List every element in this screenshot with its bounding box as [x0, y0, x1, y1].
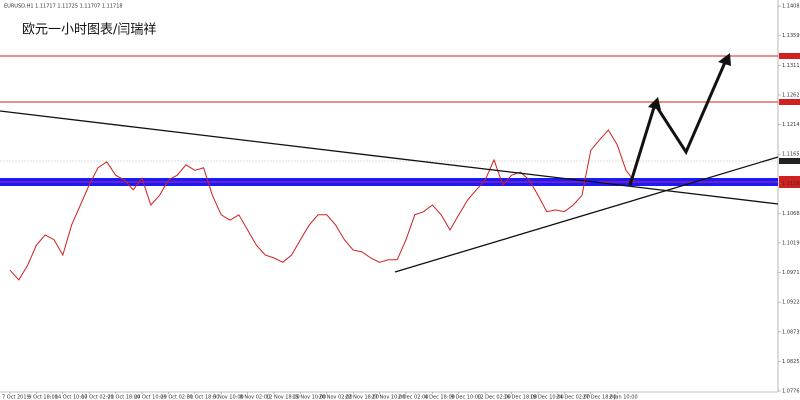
x-tick-label: 15 Nov 10:00: [292, 395, 326, 400]
uptrend-line: [394, 156, 779, 273]
y-tick-label: 1.11655: [782, 152, 800, 158]
price-tag: [779, 158, 800, 164]
y-tick-label: 1.13113: [782, 63, 800, 69]
x-tick-label: 14 Oct 10:00: [55, 395, 88, 400]
y-tick-label: 1.08739: [782, 329, 800, 335]
x-tick-label: 7 Oct 2019: [2, 395, 30, 400]
level-tag: [779, 53, 800, 59]
y-tick-label: 1.11169: [782, 181, 800, 187]
x-tick-label: 29 Oct 02:00: [160, 395, 193, 400]
chart-title: 欧元一小时图表/闫瑞祥: [22, 23, 156, 38]
price-line: [9, 129, 636, 281]
x-tick-label: 5 Nov 10:00: [213, 395, 244, 400]
plot: [9, 129, 636, 281]
y-tick-label: 1.13599: [782, 33, 800, 39]
forecast-arrow: [628, 59, 728, 186]
downtrend-line: [0, 110, 779, 205]
arrow-head: [718, 53, 731, 66]
x-tick-label: 17 Oct 02:00: [81, 395, 114, 400]
y-tick-label: 1.14085: [782, 4, 800, 10]
y-tick-label: 1.12627: [782, 92, 800, 98]
x-tick-label: 22 Nov 18:00: [345, 395, 379, 400]
y-tick-label: 1.08253: [782, 359, 800, 365]
x-tick-label: 19 Dec 10:00: [530, 395, 564, 400]
y-tick-label: 1.10683: [782, 211, 800, 217]
level-tag: [779, 182, 800, 188]
x-tick-label: 24 Dec 02:00: [556, 395, 590, 400]
x-tick-label: 24 Oct 10:00: [134, 395, 167, 400]
x-tick-label: 8 Nov 02:00: [240, 395, 271, 400]
x-tick-label: 27 Dec 18:00: [583, 395, 617, 400]
y-tick-label: 1.09225: [782, 300, 800, 306]
y-tick-label: 1.10197: [782, 240, 800, 246]
x-tick-label: 2 Jan 10:00: [609, 395, 637, 400]
x-tick-label: 31 Oct 18:00: [187, 395, 220, 400]
symbol-header: EURUSD,H1 1.11717 1.11725 1.11707 1.1171…: [4, 4, 123, 10]
x-tick-label: 9 Oct 18:00: [28, 395, 57, 400]
x-tick-label: 4 Dec 18:00: [424, 395, 454, 400]
x-tick-label: 2 Dec 02:00: [398, 395, 428, 400]
x-tick-label: 27 Nov 10:00: [372, 395, 406, 400]
arrow-head: [648, 97, 661, 110]
x-tick-label: 20 Nov 02:00: [319, 395, 353, 400]
x-tick-label: 12 Nov 18:00: [266, 395, 300, 400]
x-tick-label: 12 Dec 02:00: [477, 395, 511, 400]
level-tag: [779, 176, 800, 182]
x-tick-label: 21 Oct 18:00: [108, 395, 141, 400]
x-tick-label: 9 Dec 10:00: [451, 395, 481, 400]
x-tick-label: 16 Dec 18:00: [504, 395, 538, 400]
level-tag: [779, 99, 800, 105]
